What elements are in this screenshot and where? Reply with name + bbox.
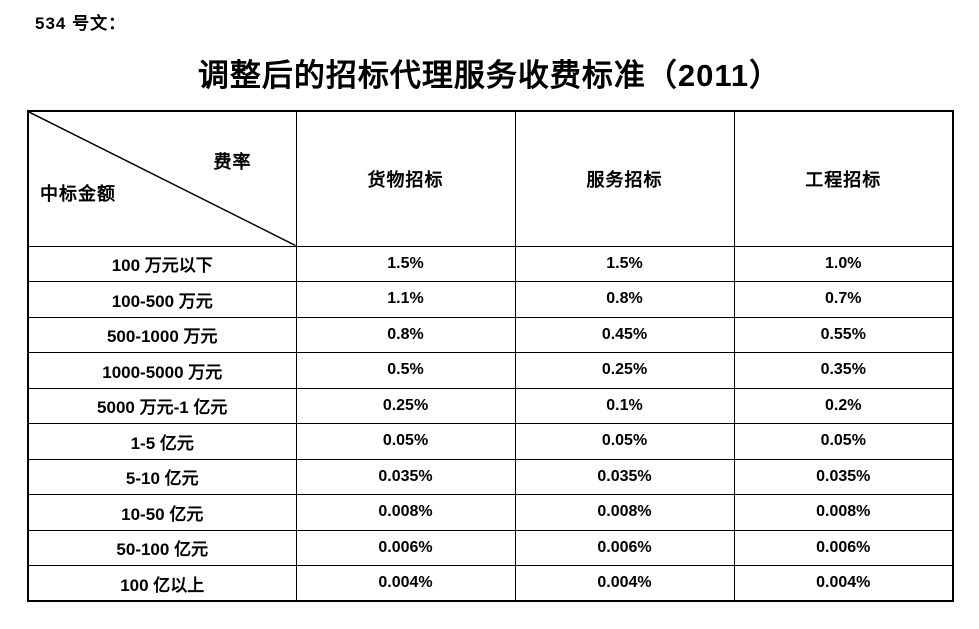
page-title: 调整后的招标代理服务收费标准（2011） [197,58,782,93]
service-rate-cell: 0.004% [514,565,735,602]
corner-label-fee-rate: 费率 [213,152,252,172]
fee-rate-table: 费率 中标金额 货物招标 服务招标 工程招标 100 万元以下 1.5% 1.5… [27,110,954,602]
service-rate-cell: 0.8% [514,281,735,318]
service-rate-cell: 0.1% [514,387,735,424]
diagonal-divider-line [29,112,296,246]
bid-amount-cell: 5-10 亿元 [27,458,297,495]
engineering-rate-cell: 0.7% [733,281,954,318]
goods-rate-cell: 1.5% [295,245,516,282]
bid-amount-cell: 100-500 万元 [27,281,297,318]
engineering-rate-cell: 0.2% [733,387,954,424]
goods-rate-cell: 0.035% [295,458,516,495]
goods-rate-cell: 1.1% [295,281,516,318]
goods-rate-cell: 0.004% [295,565,516,602]
bid-amount-cell: 100 亿以上 [27,565,297,602]
doc-number-label: 534 号文： [35,14,127,33]
service-rate-cell: 0.45% [514,316,735,353]
column-header-service-bidding: 服务招标 [514,110,735,247]
bid-amount-cell: 1000-5000 万元 [27,352,297,389]
service-rate-cell: 0.006% [514,529,735,566]
engineering-rate-cell: 0.008% [733,494,954,531]
corner-header-cell: 费率 中标金额 [27,110,297,247]
bid-amount-cell: 50-100 亿元 [27,529,297,566]
bid-amount-cell: 100 万元以下 [27,245,297,282]
table-row: 10-50 亿元 0.008% 0.008% 0.008% [27,494,954,531]
engineering-rate-cell: 0.035% [733,458,954,495]
goods-rate-cell: 0.25% [295,387,516,424]
service-rate-cell: 0.008% [514,494,735,531]
engineering-rate-cell: 1.0% [733,245,954,282]
service-rate-cell: 0.035% [514,458,735,495]
engineering-rate-cell: 0.006% [733,529,954,566]
table-row: 5000 万元-1 亿元 0.25% 0.1% 0.2% [27,387,954,424]
engineering-rate-cell: 0.004% [733,565,954,602]
table-row: 1000-5000 万元 0.5% 0.25% 0.35% [27,352,954,389]
column-header-engineering-bidding: 工程招标 [733,110,954,247]
bid-amount-cell: 1-5 亿元 [27,423,297,460]
table-header-row: 费率 中标金额 货物招标 服务招标 工程招标 [27,110,954,247]
engineering-rate-cell: 0.05% [733,423,954,460]
table-row: 500-1000 万元 0.8% 0.45% 0.55% [27,316,954,353]
service-rate-cell: 0.25% [514,352,735,389]
column-header-goods-bidding: 货物招标 [295,110,516,247]
service-rate-cell: 1.5% [514,245,735,282]
goods-rate-cell: 0.006% [295,529,516,566]
engineering-rate-cell: 0.35% [733,352,954,389]
goods-rate-cell: 0.8% [295,316,516,353]
bid-amount-cell: 500-1000 万元 [27,316,297,353]
table-row: 50-100 亿元 0.006% 0.006% 0.006% [27,529,954,566]
goods-rate-cell: 0.008% [295,494,516,531]
table-row: 100 万元以下 1.5% 1.5% 1.0% [27,245,954,282]
service-rate-cell: 0.05% [514,423,735,460]
engineering-rate-cell: 0.55% [733,316,954,353]
goods-rate-cell: 0.5% [295,352,516,389]
table-row: 100 亿以上 0.004% 0.004% 0.004% [27,565,954,602]
table-row: 1-5 亿元 0.05% 0.05% 0.05% [27,423,954,460]
corner-label-bid-amount: 中标金额 [40,183,116,204]
bid-amount-cell: 10-50 亿元 [27,494,297,531]
table-row: 5-10 亿元 0.035% 0.035% 0.035% [27,458,954,495]
table-row: 100-500 万元 1.1% 0.8% 0.7% [27,281,954,318]
goods-rate-cell: 0.05% [295,423,516,460]
bid-amount-cell: 5000 万元-1 亿元 [27,387,297,424]
